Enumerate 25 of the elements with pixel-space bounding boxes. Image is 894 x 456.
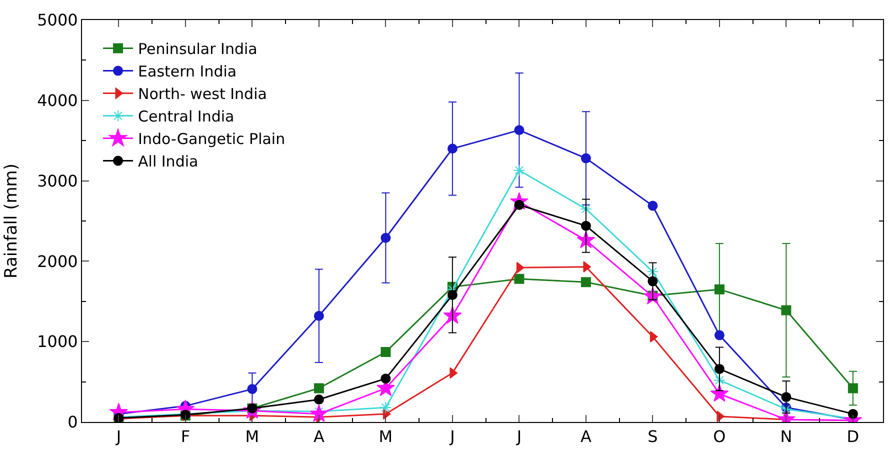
x-tick-label: N — [780, 427, 792, 446]
legend-label: North- west India — [138, 85, 267, 104]
legend-label: Eastern India — [138, 62, 237, 81]
legend-label: Indo-Gangetic Plain — [138, 130, 286, 148]
x-tick-label: J — [516, 427, 522, 446]
y-axis-title: Rainfall (mm) — [2, 164, 22, 278]
y-tick-label: 5000 — [37, 10, 78, 30]
legend-label: Central India — [138, 108, 234, 126]
x-tick-label: F — [180, 427, 190, 446]
x-tick-label: J — [115, 427, 122, 446]
legend-label: Peninsular India — [138, 40, 258, 58]
x-tick-label: J — [449, 427, 455, 446]
y-tick-label: 2000 — [37, 252, 78, 271]
y-tick-label: 0 — [68, 412, 78, 432]
x-tick-label: D — [846, 427, 860, 446]
x-tick-label: M — [245, 427, 260, 446]
x-tick-label: M — [378, 427, 393, 446]
x-tick-label: A — [580, 427, 592, 446]
y-tick-label: 3000 — [37, 171, 78, 190]
y-tick-label: 1000 — [37, 332, 78, 352]
x-tick-label: A — [313, 427, 324, 446]
x-tick-label: O — [713, 427, 726, 446]
x-tick-label: S — [648, 427, 658, 446]
y-tick-label: 4000 — [37, 91, 78, 110]
legend-label: All India — [138, 152, 198, 171]
